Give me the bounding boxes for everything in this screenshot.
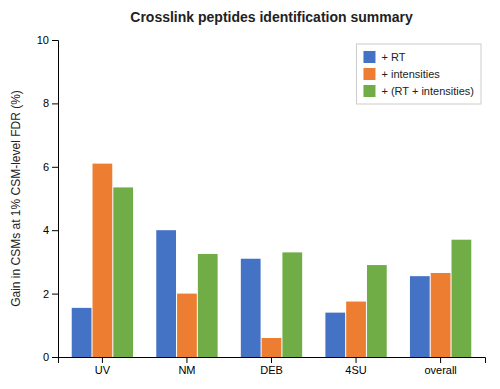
bar: [177, 294, 197, 357]
tick: UV: [95, 357, 111, 376]
tick: 6: [43, 161, 58, 173]
tick-mark: [52, 357, 58, 358]
tick-label: UV: [95, 364, 111, 376]
legend-label: + RT: [381, 51, 405, 63]
legend-swatch: [363, 51, 375, 63]
series: [113, 187, 471, 357]
tick-label: 10: [37, 34, 49, 46]
legend-item: + intensities: [363, 68, 440, 80]
tick-mark: [52, 230, 58, 231]
tick: DEB: [260, 357, 283, 376]
tick-mark: [102, 357, 103, 363]
bar: [113, 187, 133, 357]
tick: NM: [178, 357, 195, 376]
bar: [156, 230, 176, 357]
series: [93, 164, 451, 357]
bar: [431, 273, 451, 357]
tick-mark: [271, 357, 272, 363]
tick-label: 6: [43, 161, 49, 173]
bar: [93, 164, 113, 357]
legend-item: + (RT + intensities): [363, 85, 474, 97]
legend: + RT + intensities + (RT + intensities): [356, 44, 481, 104]
tick-mark: [186, 357, 187, 363]
title: Crosslink peptides identification summar…: [130, 9, 413, 25]
tick-label: 4: [43, 224, 49, 236]
bar: [325, 313, 345, 357]
tick-label: DEB: [260, 364, 283, 376]
plot: UV NM DEB 4SU overall 0 2 4 6 8 10 + RT + intensitie…: [37, 34, 486, 376]
tick-mark: [52, 40, 58, 41]
legend-label: + intensities: [381, 68, 440, 80]
tick-label: 2: [43, 288, 49, 300]
axis-line: [52, 41, 59, 358]
bar: [282, 252, 302, 357]
tick: 4SU: [345, 357, 366, 376]
legend-box: [356, 44, 481, 104]
tick-mark: [440, 357, 441, 363]
axis-title: Gain in CSMs at 1% CSM-level FDR (%): [9, 90, 23, 307]
legend-swatch: [363, 85, 375, 97]
legend-label: + (RT + intensities): [381, 85, 474, 97]
x-axis: UV NM DEB 4SU overall: [59, 357, 486, 376]
tick-label: NM: [178, 364, 195, 376]
bar: [262, 338, 282, 357]
tick-label: overall: [424, 364, 456, 376]
bar: [452, 240, 472, 357]
tick-label: 8: [43, 97, 49, 109]
tick: 0: [43, 351, 58, 363]
legend-item: + RT: [363, 51, 405, 63]
tick-label: 4SU: [345, 364, 366, 376]
bar: [346, 302, 366, 357]
bars: [72, 164, 472, 357]
tick-mark: [52, 294, 58, 295]
bar: [241, 259, 261, 357]
y-axis: 0 2 4 6 8 10: [37, 34, 59, 363]
bar: [367, 265, 387, 357]
tick: 2: [43, 288, 58, 300]
legend-swatch: [363, 68, 375, 80]
tick: 10: [37, 34, 58, 46]
tick: 4: [43, 224, 58, 236]
bar: [198, 254, 218, 357]
bar: [72, 308, 92, 357]
tick: overall: [424, 357, 456, 376]
tick-mark: [52, 167, 58, 168]
chart: UV NM DEB 4SU overall 0 2 4 6 8 10 + RT + intensitie…: [0, 0, 500, 389]
tick-label: 0: [43, 351, 49, 363]
tick: 8: [43, 97, 58, 109]
axis-line: [59, 358, 486, 364]
bar: [410, 276, 430, 357]
tick-mark: [52, 103, 58, 104]
tick-mark: [356, 357, 357, 363]
